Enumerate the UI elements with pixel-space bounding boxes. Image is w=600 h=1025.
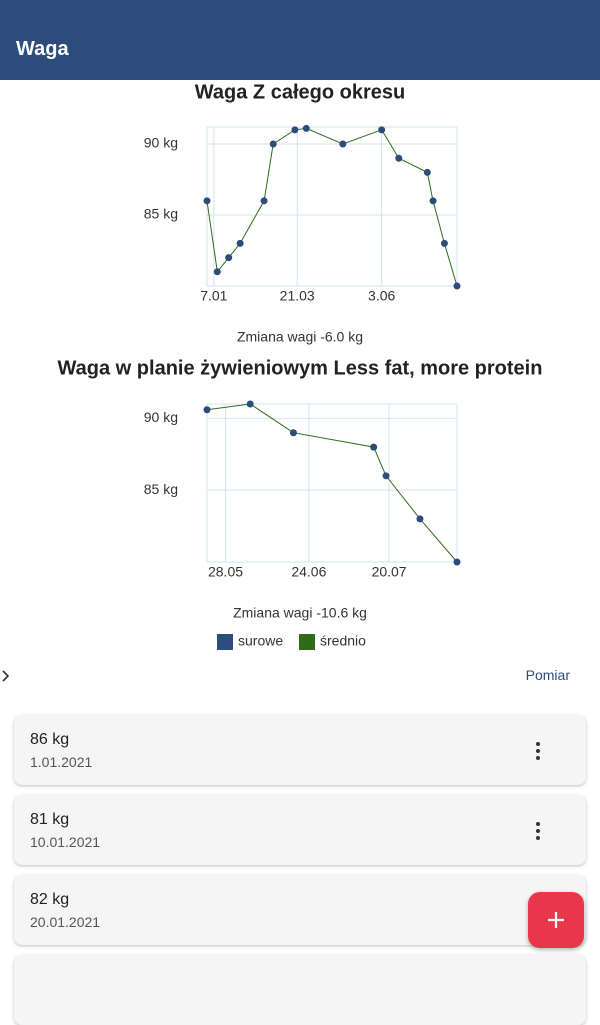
x-tick-label: 24.06: [291, 564, 326, 580]
x-tick-label: 7.01: [200, 288, 227, 304]
entry-card[interactable]: 81 kg 10.01.2021: [14, 795, 586, 865]
average-line: [206, 403, 458, 563]
y-tick-label: 85 kg: [144, 481, 178, 497]
data-point: [370, 443, 378, 451]
legend-label: średnio: [320, 633, 366, 649]
data-point: [423, 168, 431, 176]
x-tick-label: 28.05: [208, 564, 243, 580]
plot-frame: [206, 126, 458, 287]
y-tick-label: 90 kg: [144, 409, 178, 425]
entry-date: 1.01.2021: [30, 754, 93, 770]
entry-card[interactable]: [14, 955, 586, 1025]
x-tick-label: 3.06: [368, 288, 395, 304]
app-title: Waga: [16, 38, 69, 60]
legend-swatch: [299, 634, 315, 650]
average-line: [206, 127, 458, 287]
menu-icon[interactable]: [533, 741, 543, 761]
data-point: [429, 197, 437, 205]
data-point: [203, 197, 211, 205]
data-point: [236, 239, 244, 247]
plot-frame: [206, 403, 458, 563]
data-point: [246, 400, 254, 408]
legend-label: surowe: [238, 633, 283, 649]
chart-annotation: Zmiana wagi -6.0 kg: [237, 329, 363, 345]
data-point: [302, 124, 310, 132]
data-point: [453, 558, 461, 566]
entry-weight: 81 kg: [30, 811, 70, 828]
add-button[interactable]: [528, 892, 584, 948]
data-point: [291, 126, 299, 134]
chevron: [2, 670, 10, 682]
legend-swatch: [217, 634, 233, 650]
entry-card[interactable]: 82 kg 20.01.2021: [14, 875, 586, 945]
data-point: [225, 254, 233, 262]
entry-weight: 82 kg: [30, 891, 70, 908]
y-tick-label: 85 kg: [144, 206, 178, 222]
charts: Waga Z całego okresu 85 kg 90 kg 7.01 21.03 3…: [58, 81, 543, 650]
chart-title: Waga Z całego okresu: [195, 81, 405, 103]
entry-date: 10.01.2021: [30, 834, 101, 850]
data-point: [416, 515, 424, 523]
data-point: [378, 126, 386, 134]
data-point: [260, 197, 268, 205]
data-point: [382, 472, 390, 480]
x-tick-label: 20.07: [372, 564, 407, 580]
x-tick-label: 21.03: [280, 288, 315, 304]
page: {"app_bar": {"title": "Waga"}, "charts":…: [0, 0, 600, 948]
chart-annotation: Zmiana wagi -10.6 kg: [233, 605, 367, 621]
entry-weight: 86 kg: [30, 731, 70, 748]
data-point: [289, 429, 297, 437]
entry-card[interactable]: 86 kg 1.01.2021: [14, 715, 586, 785]
chart-title: Waga w planie żywieniowym Less fat, more…: [58, 357, 543, 379]
data-point: [440, 239, 448, 247]
data-point: [395, 154, 403, 162]
data-point: [339, 140, 347, 148]
app-bar: Waga: [0, 0, 600, 80]
data-point: [269, 140, 277, 148]
plus-icon: [548, 912, 564, 928]
y-tick-label: 90 kg: [144, 135, 178, 151]
data-point: [453, 282, 461, 290]
measure-button[interactable]: Pomiar: [525, 667, 570, 683]
data-point: [213, 268, 221, 276]
menu-icon[interactable]: [533, 821, 543, 841]
data-point: [203, 406, 211, 414]
entry-date: 20.01.2021: [30, 914, 101, 930]
